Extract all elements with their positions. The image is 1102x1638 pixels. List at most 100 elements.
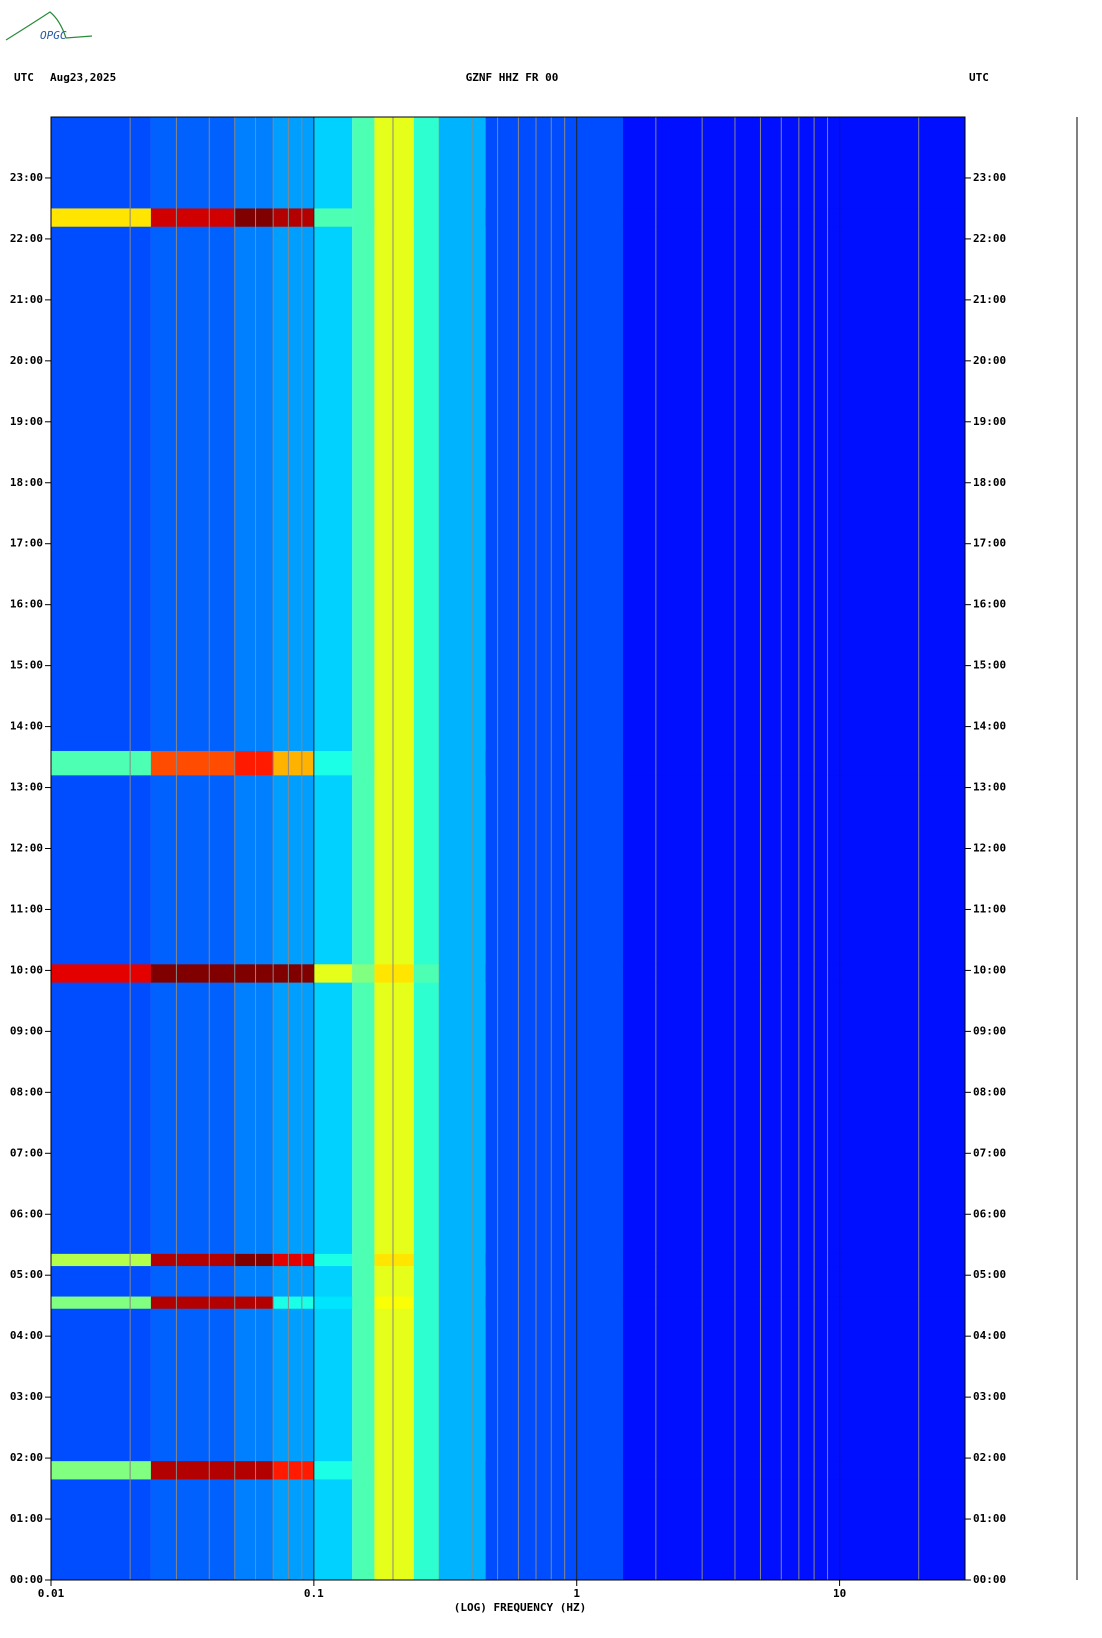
event-cell xyxy=(485,1461,624,1480)
spectrum-cell xyxy=(352,117,375,1580)
event-cell xyxy=(313,964,353,983)
event-cell xyxy=(273,1296,314,1309)
y-tick-label-right: 20:00 xyxy=(973,354,1006,367)
spectrum-cell xyxy=(413,117,440,1580)
event-cell xyxy=(150,1296,235,1309)
spectrum-cell xyxy=(273,117,314,1580)
x-tick-label: 1 xyxy=(573,1587,580,1600)
y-tick-label: 13:00 xyxy=(10,781,43,794)
x-axis-label: (LOG) FREQUENCY (HZ) xyxy=(454,1601,586,1614)
event-cell xyxy=(623,750,965,776)
y-tick-label-right: 12:00 xyxy=(973,842,1006,855)
spectrum-cell xyxy=(439,117,486,1580)
y-tick-label: 02:00 xyxy=(10,1451,43,1464)
y-tick-label-right: 08:00 xyxy=(973,1085,1006,1098)
y-tick-label: 03:00 xyxy=(10,1390,43,1403)
y-tick-label-right: 14:00 xyxy=(973,720,1006,733)
y-tick-label: 21:00 xyxy=(10,293,43,306)
logo: OPGC xyxy=(40,29,67,42)
date: Aug23,2025 xyxy=(50,71,116,84)
y-tick-label-right: 18:00 xyxy=(973,476,1006,489)
event-cell xyxy=(234,1461,274,1480)
y-tick-label: 14:00 xyxy=(10,720,43,733)
event-cell xyxy=(623,964,965,983)
event-cell xyxy=(374,1296,414,1309)
y-tick-label: 07:00 xyxy=(10,1146,43,1159)
logo-mark xyxy=(5,11,93,41)
event-cell xyxy=(313,1296,353,1309)
y-tick-label-right: 05:00 xyxy=(973,1268,1006,1281)
y-tick-label-right: 01:00 xyxy=(973,1512,1006,1525)
spectrum-cell xyxy=(150,117,235,1580)
y-tick-label: 10:00 xyxy=(10,963,43,976)
event-cell xyxy=(51,750,151,776)
x-tick-label: 0.1 xyxy=(304,1587,324,1600)
y-tick-label-right: 10:00 xyxy=(973,963,1006,976)
y-tick-label-right: 22:00 xyxy=(973,232,1006,245)
event-cell xyxy=(439,1296,486,1309)
event-cell xyxy=(150,1461,235,1480)
event-cell xyxy=(413,1296,440,1309)
y-tick-label-right: 17:00 xyxy=(973,537,1006,550)
spectrum-cell xyxy=(485,117,624,1580)
event-cell xyxy=(150,208,235,227)
event-cell xyxy=(51,1461,151,1480)
event-cell xyxy=(234,208,274,227)
event-cell xyxy=(150,964,235,983)
event-cell xyxy=(413,1461,440,1480)
y-tick-label: 17:00 xyxy=(10,537,43,550)
y-tick-label: 22:00 xyxy=(10,232,43,245)
header-right: UTC xyxy=(969,71,989,84)
event-cell xyxy=(413,964,440,983)
event-cell xyxy=(374,208,414,227)
event-cell xyxy=(352,1461,375,1480)
event-cell xyxy=(313,750,353,776)
event-cell xyxy=(150,1253,235,1267)
y-tick-label: 09:00 xyxy=(10,1024,43,1037)
event-cell xyxy=(374,1253,414,1267)
y-tick-label-right: 07:00 xyxy=(973,1146,1006,1159)
event-cell xyxy=(439,750,486,776)
y-tick-label-right: 06:00 xyxy=(973,1207,1006,1220)
y-tick-label: 01:00 xyxy=(10,1512,43,1525)
y-tick-label: 18:00 xyxy=(10,476,43,489)
event-cell xyxy=(234,750,274,776)
event-cell xyxy=(352,1296,375,1309)
event-cell xyxy=(439,1461,486,1480)
y-tick-label-right: 02:00 xyxy=(973,1451,1006,1464)
event-cell xyxy=(374,750,414,776)
event-cell xyxy=(352,964,375,983)
event-cell xyxy=(413,208,440,227)
chart-title: GZNF HHZ FR 00 xyxy=(466,71,559,84)
event-cell xyxy=(439,1253,486,1267)
y-tick-label: 08:00 xyxy=(10,1085,43,1098)
event-cell xyxy=(313,1461,353,1480)
y-tick-label: 15:00 xyxy=(10,659,43,672)
y-tick-label: 11:00 xyxy=(10,902,43,915)
header-left: UTC xyxy=(14,71,34,84)
event-cell xyxy=(51,964,151,983)
y-tick-label: 00:00 xyxy=(10,1573,43,1586)
event-cell xyxy=(485,750,624,776)
y-tick-label: 23:00 xyxy=(10,171,43,184)
event-cell xyxy=(352,1253,375,1267)
event-cell xyxy=(485,964,624,983)
event-cell xyxy=(273,1253,314,1267)
event-cell xyxy=(51,1296,151,1309)
y-tick-label: 12:00 xyxy=(10,842,43,855)
y-tick-label-right: 11:00 xyxy=(973,902,1006,915)
event-cell xyxy=(485,1253,624,1267)
spectrum-cell xyxy=(374,117,414,1580)
event-cell xyxy=(234,1296,274,1309)
x-tick-label: 0.01 xyxy=(38,1587,65,1600)
event-cell xyxy=(485,208,624,227)
event-cell xyxy=(485,1296,624,1309)
event-cell xyxy=(413,1253,440,1267)
event-cell xyxy=(623,1253,965,1267)
spectrum-cell xyxy=(234,117,274,1580)
y-tick-label: 06:00 xyxy=(10,1207,43,1220)
y-tick-label: 04:00 xyxy=(10,1329,43,1342)
event-cell xyxy=(234,964,274,983)
y-tick-label-right: 16:00 xyxy=(973,598,1006,611)
